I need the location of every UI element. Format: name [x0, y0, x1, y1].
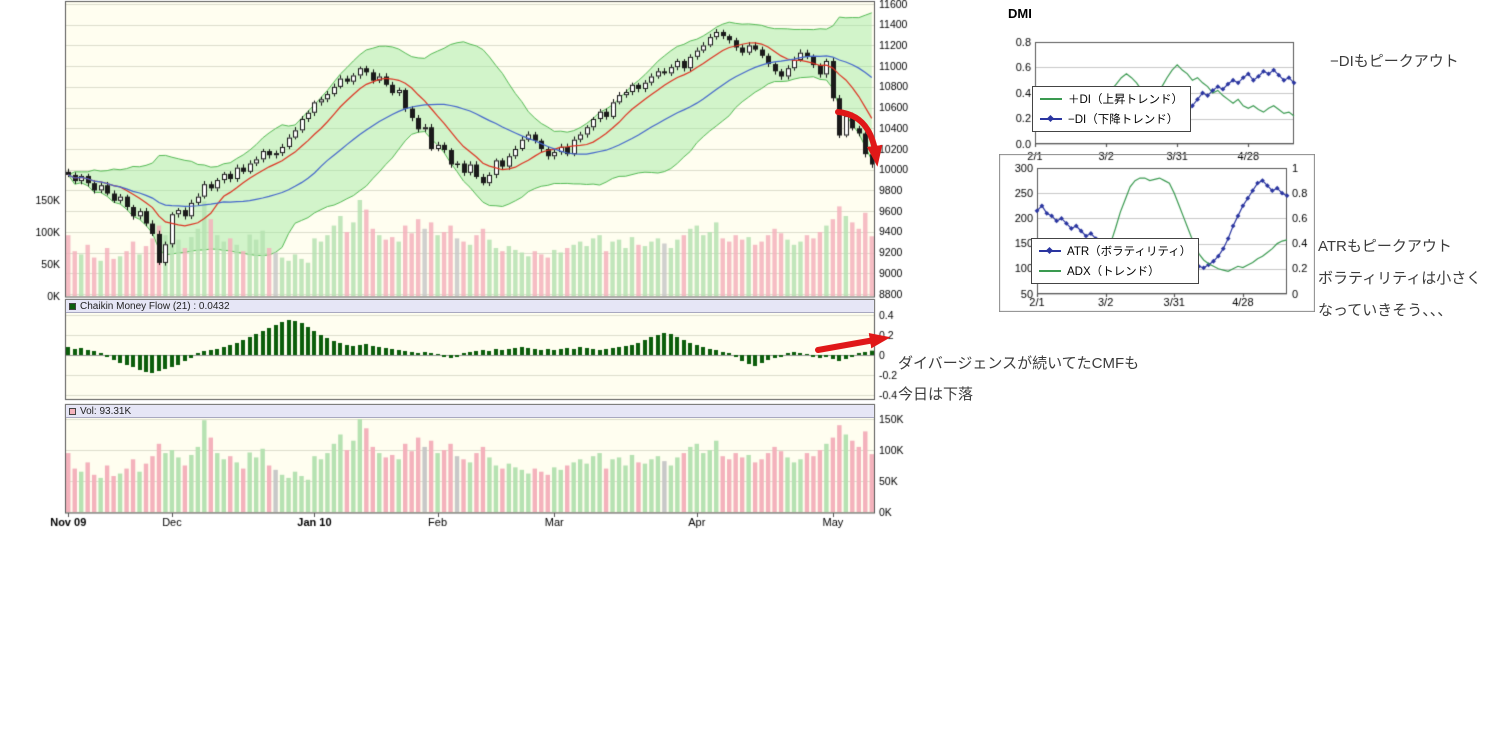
adx-label: ADX（トレンド） [1067, 266, 1160, 278]
dmi-legend-plus-di-row: ＋DI（上昇トレンド） [1040, 91, 1183, 107]
cmf-series-swatch-icon [69, 302, 76, 310]
atr-peak-annotation: ATRもピークアウト [1318, 238, 1452, 255]
minus-di-label: −DI（下降トレンド） [1068, 114, 1179, 126]
adx-line-icon [1039, 270, 1061, 272]
vol-panel-header: Vol: 93.31K [66, 405, 874, 418]
atr-adx-chart [999, 154, 1315, 312]
atr-label: ATR（ボラティリティ） [1067, 246, 1192, 258]
minus-di-line-icon [1040, 118, 1062, 120]
price-volume-cmf-chart [0, 0, 910, 535]
volatility-annotation: ボラティリティは小さく [1318, 270, 1482, 287]
atr-legend-atr-row: ATR（ボラティリティ） [1039, 243, 1191, 259]
dmi-legend-minus-di-row: −DI（下降トレンド） [1040, 111, 1183, 127]
dmi-peak-annotation: −DIもピークアウト [1330, 53, 1459, 70]
cmf-panel-label: Chaikin Money Flow (21) : 0.0432 [80, 300, 230, 312]
atr-legend-adx-row: ADX（トレンド） [1039, 263, 1191, 279]
cmf-divergence-annotation: ダイバージェンスが続いてたCMFも [898, 355, 1140, 372]
vol-panel-label: Vol: 93.31K [80, 405, 132, 417]
plus-di-label: ＋DI（上昇トレンド） [1068, 94, 1183, 106]
cmf-panel-header: Chaikin Money Flow (21) : 0.0432 [66, 300, 874, 313]
volatility-annotation-2: なっていきそう、、、 [1318, 302, 1453, 319]
atr-line-icon [1039, 250, 1061, 252]
atr-legend: ATR（ボラティリティ） ADX（トレンド） [1031, 238, 1200, 284]
dmi-legend: ＋DI（上昇トレンド） −DI（下降トレンド） [1032, 86, 1191, 132]
vol-series-swatch-icon [69, 407, 76, 415]
plus-di-line-icon [1040, 98, 1062, 100]
cmf-down-annotation: 今日は下落 [898, 386, 974, 403]
